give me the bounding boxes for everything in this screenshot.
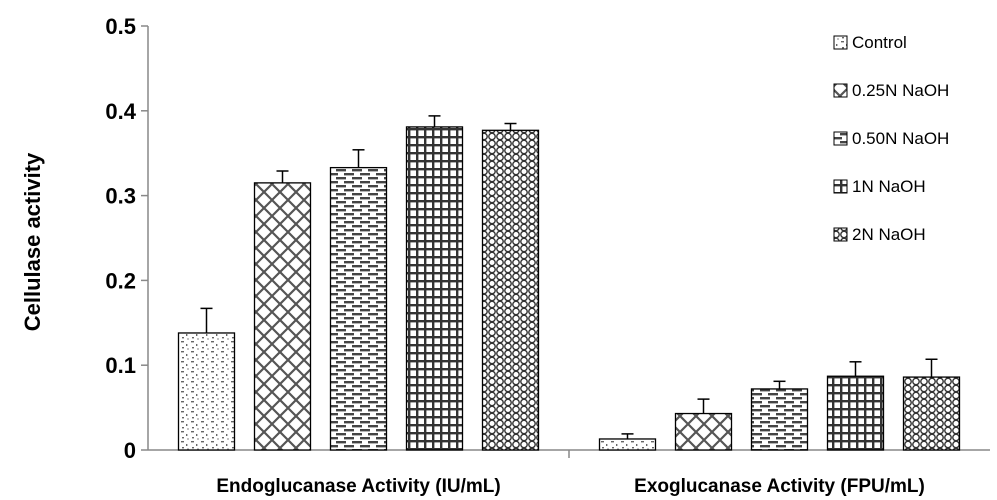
y-tick-label: 0.3 <box>105 184 136 209</box>
legend: Control 0.25N NaOH 0.50N NaOH 1N NaOH 2N NaO… <box>833 33 949 244</box>
x-category-label: Exoglucanase Activity (FPU/mL) <box>634 476 925 497</box>
bar <box>177 332 236 451</box>
y-tick-label: 0.4 <box>105 99 136 124</box>
bar <box>329 166 388 451</box>
y-tick-label: 0.1 <box>105 353 136 378</box>
y-tick-label: 0.5 <box>105 14 136 39</box>
x-category-label: Endoglucanase Activity (IU/mL) <box>216 476 500 497</box>
bar <box>598 438 657 451</box>
legend-label: 0.50N NaOH <box>852 129 949 148</box>
bar <box>253 182 312 451</box>
y-tick-label: 0 <box>124 438 136 463</box>
legend-swatch <box>833 83 848 98</box>
legend-label: 2N NaOH <box>852 225 926 244</box>
legend-swatch <box>833 35 848 50</box>
bar <box>750 388 809 451</box>
legend-label: 0.25N NaOH <box>852 81 949 100</box>
bar <box>481 129 540 451</box>
bar <box>405 126 464 451</box>
legend-swatch <box>833 131 848 146</box>
legend-label: Control <box>852 33 907 52</box>
bars <box>177 115 961 451</box>
bar <box>826 375 885 451</box>
y-axis-title: Cellulase activity <box>20 152 45 331</box>
legend-swatch <box>833 227 848 242</box>
legend-label: 1N NaOH <box>852 177 926 196</box>
legend-swatch <box>833 179 848 194</box>
bar <box>902 376 961 451</box>
y-tick-label: 0.2 <box>105 268 136 293</box>
axes: 0 0.1 0.2 0.3 0.4 0.5 Cellulase activity Endogl… <box>20 14 990 497</box>
bar <box>674 412 733 451</box>
